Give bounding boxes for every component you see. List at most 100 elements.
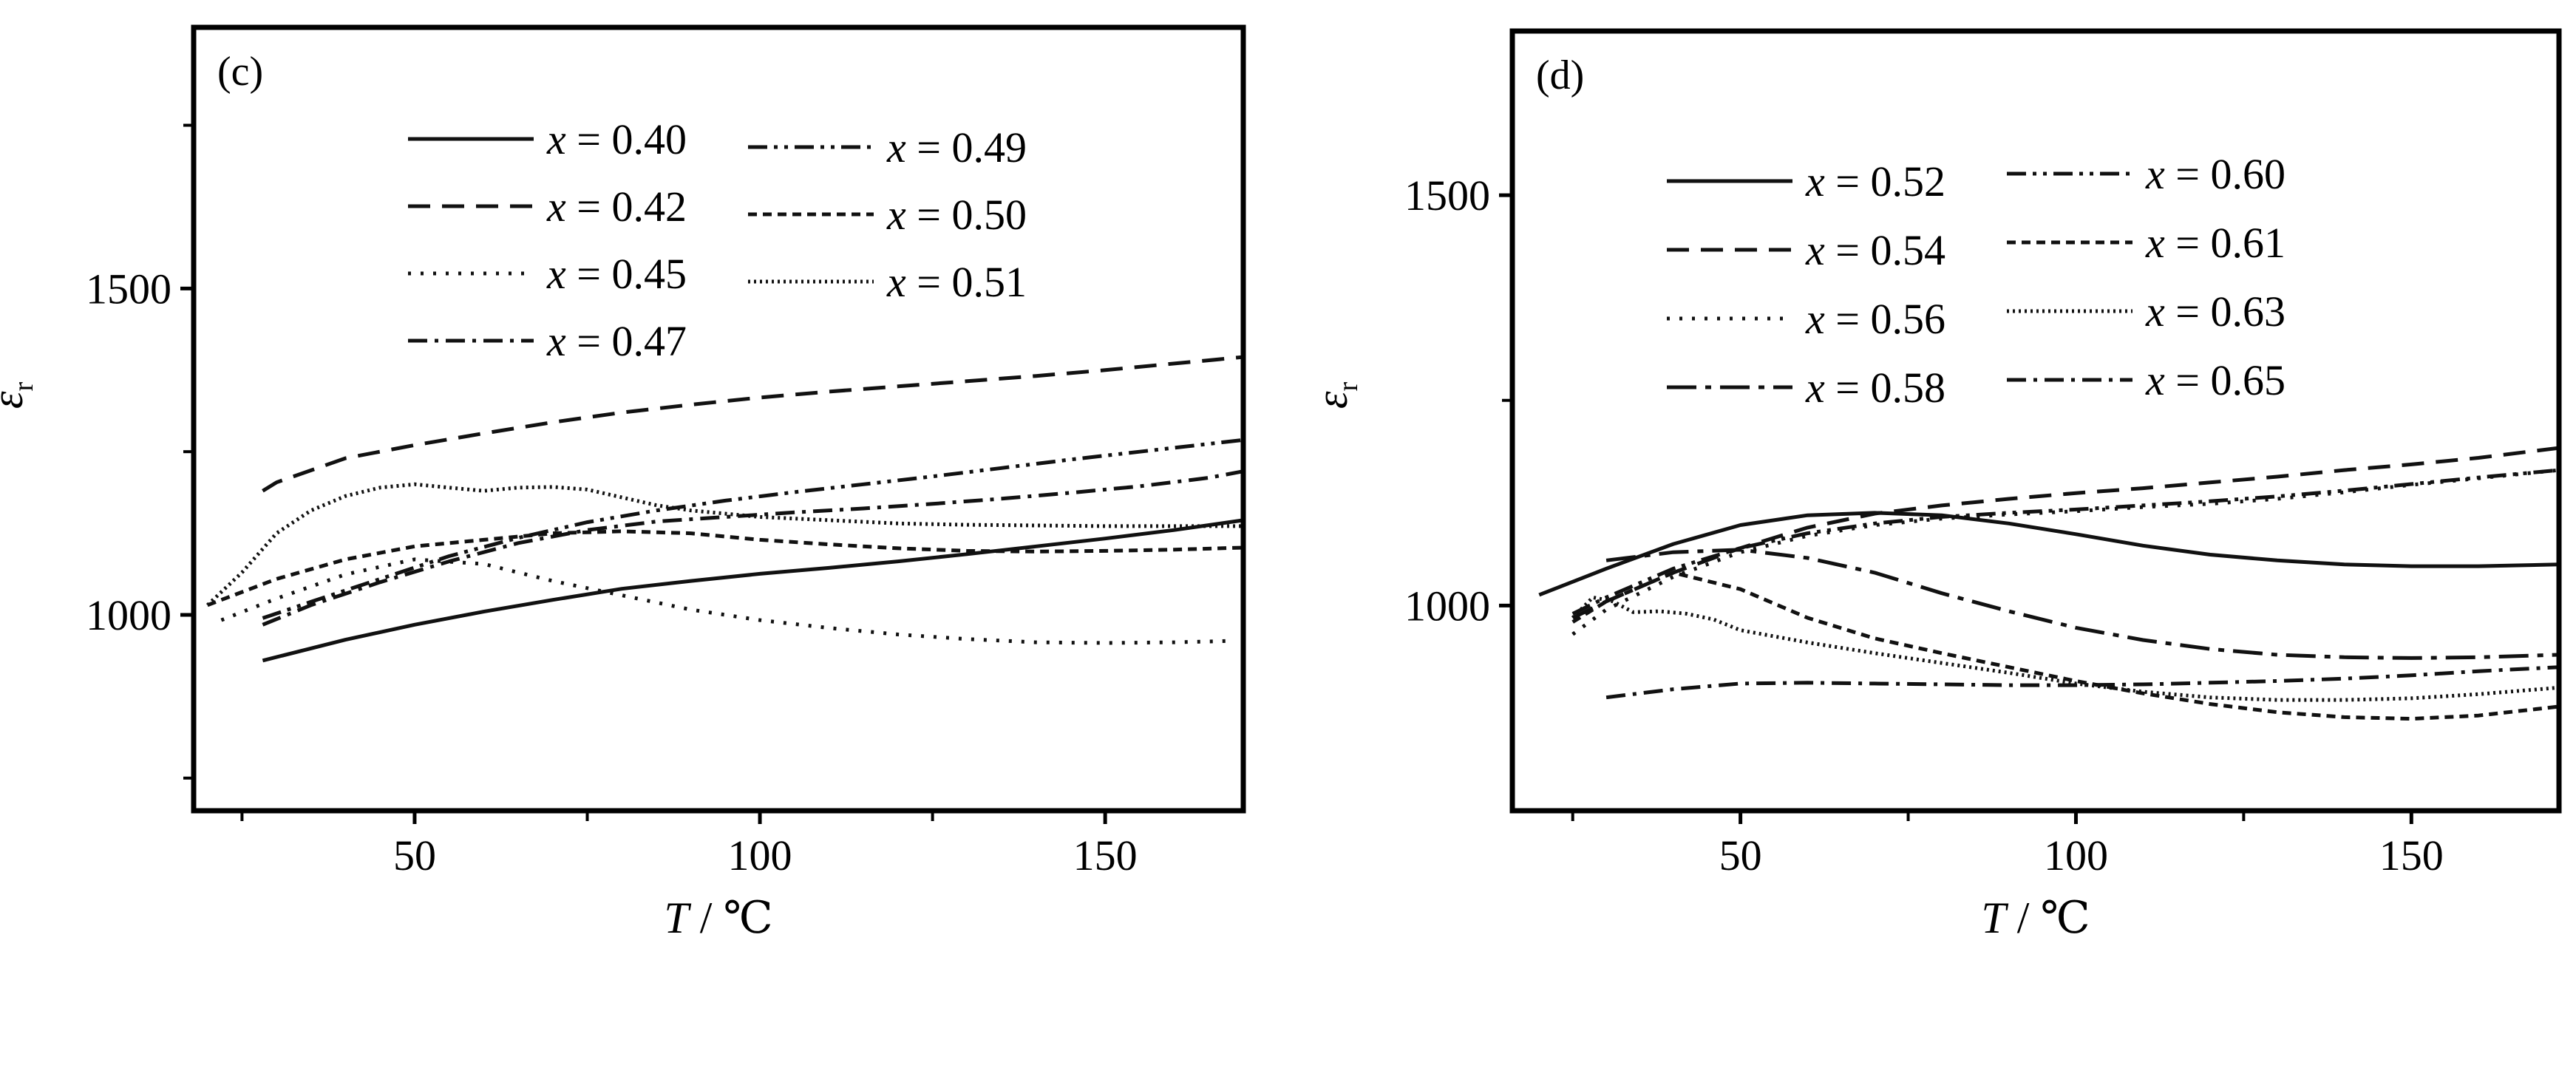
legend-label-variable: x	[1805, 295, 1825, 343]
legend-label: x = 0.42	[546, 183, 687, 231]
legend-label-value: = 0.51	[906, 258, 1027, 306]
legend-label: x = 0.58	[1805, 364, 1945, 412]
y-tick-label: 1500	[86, 265, 171, 313]
legend-label-variable: x	[546, 183, 566, 231]
legend: x = 0.40x = 0.42x = 0.45x = 0.47x = 0.49…	[408, 115, 1027, 365]
legend-label-value: = 0.56	[1825, 295, 1945, 343]
legend-label-value: = 0.61	[2165, 219, 2286, 267]
legend-label: x = 0.49	[886, 123, 1027, 171]
y-tick-label-text: 1500	[86, 265, 171, 313]
legend-label-value: = 0.45	[566, 250, 687, 298]
legend-label-variable: x	[1805, 226, 1825, 274]
legend-label-variable: x	[2145, 287, 2165, 336]
x-tick-label: 150	[2379, 831, 2444, 879]
series-line-061	[1571, 571, 2560, 721]
legend-label: x = 0.47	[546, 317, 687, 365]
series-line-050	[206, 529, 1244, 607]
y-tick-label-text: 1500	[1404, 171, 1490, 219]
y-axis-subscript: r	[1333, 382, 1364, 392]
x-tick-label: 150	[1073, 831, 1138, 879]
series-line-042	[262, 355, 1244, 493]
legend-label-value: = 0.54	[1825, 226, 1945, 274]
legend-label-value: = 0.52	[1825, 157, 1945, 205]
legend-label: x = 0.54	[1805, 226, 1945, 274]
legend-label-variable: x	[2145, 356, 2165, 404]
legend-label-value: = 0.40	[566, 115, 687, 163]
legend-label-variable: x	[546, 250, 566, 298]
legend-label-variable: x	[886, 123, 906, 171]
legend-label: x = 0.45	[546, 250, 687, 298]
legend-label-variable: x	[886, 258, 906, 306]
x-tick-label-text: 150	[2379, 831, 2444, 879]
legend-label: x = 0.50	[886, 191, 1027, 239]
legend-label-variable: x	[1805, 364, 1825, 412]
panel-label: (d)	[1536, 52, 1584, 98]
series-line-054	[1571, 446, 2560, 620]
x-tick-label: 100	[2044, 831, 2108, 879]
y-axis-subscript: r	[8, 382, 39, 392]
legend-label-value: = 0.63	[2165, 287, 2286, 336]
legend-label-variable: x	[546, 317, 566, 365]
legend-label-value: = 0.42	[566, 183, 687, 231]
x-axis-label: T / ℃	[1981, 894, 2090, 942]
legend-label-value: = 0.47	[566, 317, 687, 365]
legend-label-value: = 0.60	[2165, 150, 2286, 198]
y-axis-variable: ε	[0, 391, 32, 409]
legend-label: x = 0.63	[2145, 287, 2286, 336]
series-line-056	[1571, 468, 2560, 636]
y-axis-label: εr	[1308, 382, 1364, 409]
x-tick-label-text: 100	[728, 831, 792, 879]
legend-label: x = 0.61	[2145, 219, 2286, 267]
legend-label-variable: x	[546, 115, 566, 163]
x-tick-label-text: 100	[2044, 831, 2108, 879]
legend-label-variable: x	[1805, 157, 1825, 205]
x-tick-label-text: 50	[1719, 831, 1762, 879]
series-line-058	[1605, 548, 2560, 660]
y-tick-label: 1000	[86, 591, 171, 639]
legend-label: x = 0.65	[2145, 356, 2286, 404]
x-axis-unit: / ℃	[689, 894, 773, 942]
legend-label-value: = 0.65	[2165, 356, 2286, 404]
panel-label: (c)	[217, 49, 263, 95]
plot-frame	[191, 24, 1246, 814]
x-tick-label: 50	[1719, 831, 1762, 879]
series-line-051	[205, 482, 1243, 607]
legend-label: x = 0.51	[886, 258, 1027, 306]
x-tick-label-text: 150	[1073, 831, 1138, 879]
y-axis-label: εr	[0, 382, 39, 409]
legend: x = 0.52x = 0.54x = 0.56x = 0.58x = 0.60…	[1667, 150, 2286, 412]
legend-label: x = 0.56	[1805, 295, 1945, 343]
x-axis-unit: / ℃	[2006, 894, 2090, 942]
legend-label-variable: x	[2145, 219, 2165, 267]
legend-label: x = 0.40	[546, 115, 687, 163]
y-tick-label: 1500	[1404, 171, 1490, 219]
y-tick-label-text: 1000	[1404, 582, 1490, 630]
series-line-047	[262, 469, 1244, 627]
series-line-060	[1571, 468, 2560, 616]
legend-label-value: = 0.50	[906, 191, 1027, 239]
x-tick-label: 100	[728, 831, 792, 879]
series-line-052	[1538, 511, 2560, 597]
series-line-065	[1605, 665, 2560, 700]
series-line-040	[262, 518, 1244, 663]
x-tick-label: 50	[393, 831, 436, 879]
x-tick-label-text: 50	[393, 831, 436, 879]
legend-label: x = 0.60	[2145, 150, 2286, 198]
panel-label-text: (c)	[217, 49, 263, 95]
panel-label-text: (d)	[1536, 52, 1584, 98]
plot-frame	[1509, 28, 2562, 814]
legend-label-variable: x	[2145, 150, 2165, 198]
x-axis-variable: T	[1981, 894, 2008, 942]
y-axis-variable: ε	[1308, 391, 1356, 409]
legend-label-variable: x	[886, 191, 906, 239]
legend-label: x = 0.52	[1805, 157, 1945, 205]
x-axis-variable: T	[664, 894, 691, 942]
legend-label-value: = 0.49	[906, 123, 1027, 171]
x-axis-label: T / ℃	[664, 894, 772, 942]
series-line-045	[220, 557, 1230, 645]
series-line-049	[262, 438, 1244, 620]
y-tick-label: 1000	[1404, 582, 1490, 630]
